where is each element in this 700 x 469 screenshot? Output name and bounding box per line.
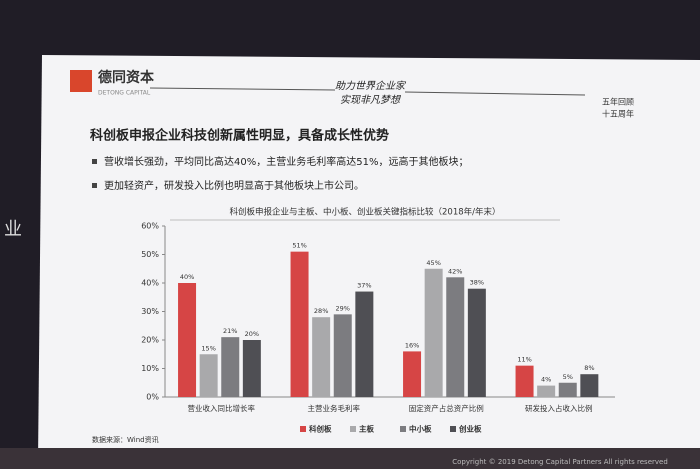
y-tick-label: 0% xyxy=(146,393,159,402)
x-tick-label: 主营业务毛利率 xyxy=(308,403,361,413)
value-label: 20% xyxy=(245,330,259,338)
value-label: 45% xyxy=(426,259,440,267)
y-tick-label: 60% xyxy=(141,222,159,231)
bar xyxy=(178,283,197,397)
value-label: 16% xyxy=(405,341,419,349)
legend-label: 创业板 xyxy=(458,424,482,434)
y-tick-label: 30% xyxy=(141,307,159,316)
y-tick-label: 40% xyxy=(141,279,159,288)
value-label: 40% xyxy=(180,273,194,281)
bullet-dot xyxy=(92,159,97,164)
value-label: 11% xyxy=(517,356,531,364)
legend-label: 科创板 xyxy=(309,424,332,434)
bar xyxy=(580,374,599,397)
logo-icon xyxy=(70,70,92,92)
value-label: 21% xyxy=(223,327,237,335)
x-tick-label: 营业收入同比增长率 xyxy=(188,403,256,413)
logo: 德同资本 xyxy=(98,69,155,86)
bar xyxy=(333,314,352,397)
slogan: 实现非凡梦想 xyxy=(340,94,401,106)
x-tick-label: 固定资产占总资产比例 xyxy=(409,403,484,413)
value-label: 51% xyxy=(292,242,306,250)
bar xyxy=(558,382,577,397)
value-label: 5% xyxy=(563,373,573,381)
legend-swatch xyxy=(300,426,306,432)
slide xyxy=(38,55,700,462)
value-label: 8% xyxy=(584,364,594,372)
slide-title: 科创板申报企业科技创新属性明显，具备成长性优势 xyxy=(90,128,389,144)
legend-swatch xyxy=(400,426,406,432)
header-rule xyxy=(149,87,336,91)
bar xyxy=(242,340,261,397)
legend-swatch xyxy=(350,426,356,432)
bar xyxy=(290,251,309,397)
legend-swatch xyxy=(450,426,456,432)
bullet: 更加轻资产，研发投入比例也明显高于其他板块上市公司。 xyxy=(104,179,364,192)
legend-label: 中小板 xyxy=(409,424,432,434)
header-rule xyxy=(404,91,586,96)
legend-label: 主板 xyxy=(359,424,374,434)
footer-bar xyxy=(0,448,700,469)
bar xyxy=(515,365,534,397)
value-label: 29% xyxy=(336,304,350,312)
value-label: 42% xyxy=(448,267,462,275)
slogan: 助力世界企业家 xyxy=(335,80,407,92)
x-tick-label: 研发投入占收入比例 xyxy=(525,403,593,413)
footer: Copyright © 2019 Detong Capital Partners… xyxy=(452,458,668,466)
value-label: 38% xyxy=(470,279,484,287)
value-label: 28% xyxy=(314,307,328,315)
logo-sub: DETONG CAPITAL xyxy=(98,90,151,97)
badge: 五年回顾 xyxy=(602,97,634,107)
bar xyxy=(467,288,486,397)
y-tick-label: 10% xyxy=(141,364,159,373)
bar xyxy=(446,277,465,397)
bar xyxy=(199,354,218,397)
y-tick-label: 50% xyxy=(141,250,159,259)
value-label: 4% xyxy=(541,376,551,384)
bar xyxy=(312,317,331,397)
bar xyxy=(403,351,422,397)
chart-title: 科创板申报企业与主板、中小板、创业板关键指标比较（2018年/年末） xyxy=(230,207,501,218)
badge: 十五周年 xyxy=(602,109,634,119)
bar xyxy=(221,337,240,397)
bar xyxy=(355,291,374,397)
bar xyxy=(537,385,556,397)
bar xyxy=(424,268,443,397)
value-label: 37% xyxy=(357,282,371,290)
side-text: 业 xyxy=(4,219,22,240)
bullet: 营收增长强劲，平均同比高达40%，主营业务毛利率高达51%，远高于其他板块； xyxy=(104,155,468,168)
source: 数据来源：Wind资讯 xyxy=(92,435,159,444)
bullet-dot xyxy=(92,183,97,188)
y-tick-label: 20% xyxy=(141,336,159,345)
value-label: 15% xyxy=(201,344,215,352)
